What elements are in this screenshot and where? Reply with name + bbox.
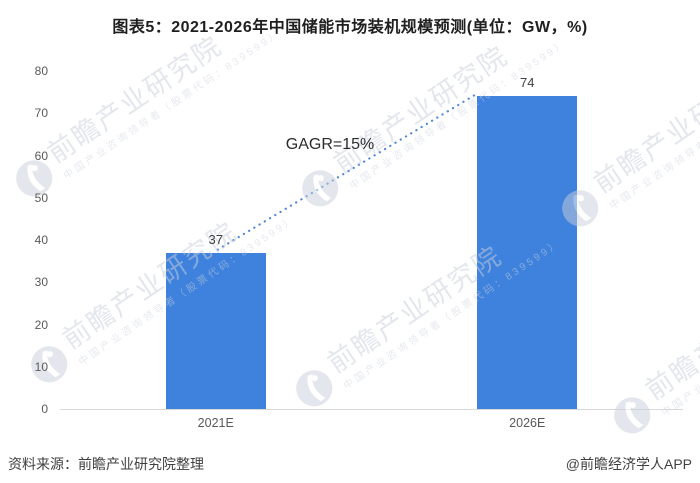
x-axis-line	[60, 409, 683, 410]
y-axis-tick-label: 40	[34, 233, 48, 247]
bar	[477, 96, 578, 409]
cagr-annotation: GAGR=15%	[285, 136, 375, 153]
trendline-path	[216, 94, 476, 251]
footer: 资料来源：前瞻产业研究院整理 @前瞻经济学人APP	[8, 454, 692, 474]
bar-value-label: 74	[520, 75, 535, 91]
y-axis-tick-label: 30	[34, 275, 48, 290]
y-axis-tick-label: 60	[34, 148, 48, 163]
source-note: 资料来源：前瞻产业研究院整理	[8, 456, 204, 472]
y-axis-tick-label: 10	[34, 359, 48, 374]
bar-value-label: 37	[208, 231, 223, 247]
bar	[165, 252, 266, 409]
x-axis-tick-label: 2021E	[197, 416, 234, 430]
credit-note: @前瞻经济学人APP	[565, 456, 692, 472]
chart-title: 图表5：2021-2026年中国储能市场装机规模预测(单位：GW，%)	[112, 19, 588, 36]
y-axis-tick-label: 70	[34, 106, 48, 121]
x-axis-tick-label: 2026E	[509, 416, 546, 430]
y-axis-tick-label: 80	[34, 64, 48, 78]
y-axis-tick-label: 50	[34, 190, 48, 205]
y-axis-tick-label: 20	[34, 317, 48, 332]
y-axis-tick-label: 0	[41, 402, 48, 416]
